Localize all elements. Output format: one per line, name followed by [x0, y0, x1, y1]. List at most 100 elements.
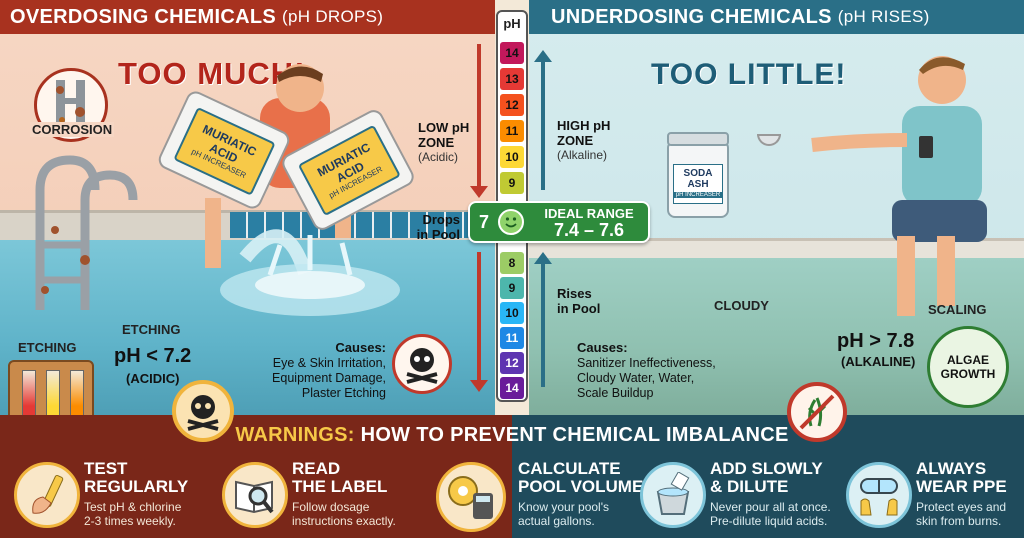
- ph-cell: 14: [500, 42, 524, 64]
- tip-3-desc-2: actual gallons.: [518, 514, 595, 528]
- tip-4-desc-1: Never pour all at once.: [710, 500, 831, 514]
- tip-test-regularly: TEST REGULARLY Test pH & chlorine 2-3 time…: [14, 456, 204, 536]
- soda-ash-sub: pH INCREASER: [674, 192, 722, 198]
- tip-5-desc-2: skin from burns.: [916, 514, 1002, 528]
- ideal-range-label: IDEAL RANGE: [544, 205, 634, 221]
- ph-cell: 11: [500, 327, 524, 349]
- tip-3-title-2: POOL VOLUME: [518, 477, 644, 496]
- high-ph-note: (Alkaline): [557, 148, 608, 162]
- up-arrow-top-head: [534, 50, 552, 62]
- ideal-range-value: 7.4 – 7.6: [553, 219, 625, 240]
- test-kit-icon: [8, 360, 94, 415]
- ideal-ph-value: 7: [478, 211, 489, 232]
- underdosing-header: UNDERDOSING CHEMICALS (pH RISES): [529, 0, 1024, 34]
- bucket-pour-icon: [640, 462, 706, 528]
- left-causes-title: Causes:: [335, 340, 386, 355]
- tip-5-title-2: WEAR PPE: [916, 477, 1007, 496]
- left-ph-value: pH < 7.2: [114, 345, 192, 367]
- tape-calculator-icon: [436, 462, 506, 532]
- ph-cell: 14: [500, 377, 524, 399]
- etching-label-1: ETCHING: [18, 340, 77, 355]
- left-cause-1: Eye & Skin Irritation,: [272, 356, 386, 370]
- low-ph-title-2: ZONE: [418, 135, 455, 150]
- drops-label-1: Drops: [422, 212, 460, 227]
- tip-1-title-2: REGULARLY: [84, 477, 189, 496]
- no-algae-icon: [787, 382, 847, 442]
- warnings-title: WARNINGS: HOW TO PREVENT CHEMICAL IMBALA…: [0, 424, 1024, 447]
- left-cause-2: Equipment Damage,: [272, 371, 386, 385]
- underdosing-title: UNDERDOSING CHEMICALS: [551, 5, 832, 28]
- ph-cell: 8: [500, 252, 524, 274]
- tip-1-title-1: TEST: [84, 459, 128, 478]
- smiley-icon: [498, 209, 524, 235]
- tip-read-label: READ THE LABEL Follow dosage instructions …: [222, 456, 422, 536]
- tip-1-desc-1: Test pH & chlorine: [84, 500, 182, 514]
- overdosing-panel: CORROSION TOO MUCH! MURIATIC ACID pH INC…: [0, 0, 495, 415]
- tip-2-desc-2: instructions exactly.: [292, 514, 396, 528]
- warnings-title-rest: HOW TO PREVENT CHEMICAL IMBALANCE: [360, 424, 789, 446]
- tip-5-desc-1: Protect eyes and: [916, 500, 1007, 514]
- left-causes: Causes: Eye & Skin Irritation, Equipment…: [268, 340, 386, 401]
- scaling-label: SCALING: [928, 302, 987, 317]
- down-arrow-bottom-head: [470, 380, 488, 392]
- tip-4-title-2: & DILUTE: [710, 477, 789, 496]
- soda-ash-label-1: SODA: [683, 168, 713, 179]
- right-ph-note: (ALKALINE): [841, 354, 916, 369]
- right-cause-2: Cloudy Water, Water,: [577, 371, 695, 385]
- down-arrow-top: [477, 44, 481, 190]
- underdosing-subtitle: (pH RISES): [837, 7, 930, 26]
- person-sitting-icon: [811, 56, 987, 316]
- cloudy-label: CLOUDY: [714, 298, 769, 313]
- overdosing-subtitle: (pH DROPS): [282, 7, 384, 26]
- tip-2-title-1: READ: [292, 459, 341, 478]
- up-arrow-bottom-head: [534, 252, 552, 264]
- rises-in-pool: Rises in Pool: [557, 286, 600, 316]
- up-arrow-bottom: [541, 262, 545, 387]
- left-cause-3: Plaster Etching: [301, 386, 386, 400]
- warnings-right-bg: [512, 415, 1024, 538]
- right-cause-3: Scale Buildup: [577, 386, 654, 400]
- warning-skull-icon: [172, 380, 234, 442]
- low-ph-zone: LOW pH ZONE (Acidic): [418, 120, 469, 165]
- ph-cell: 9: [500, 172, 524, 194]
- low-ph-title-1: LOW pH: [418, 120, 470, 135]
- poison-skull-icon: [392, 334, 452, 394]
- down-arrow-top-head: [470, 186, 488, 198]
- tip-5-title-1: ALWAYS: [916, 459, 987, 478]
- overdosing-title: OVERDOSING CHEMICALS: [10, 5, 277, 28]
- algae-label-2: GROWTH: [940, 367, 996, 381]
- too-little-heading: TOO LITTLE!: [651, 58, 847, 91]
- tip-3-desc-1: Know your pool's: [518, 500, 610, 514]
- up-arrow-top: [541, 60, 545, 190]
- soda-ash-jar-icon: SODA ASH pH INCREASER: [667, 132, 729, 218]
- soda-ash-label-2: ASH: [687, 179, 709, 190]
- ph-cell: 12: [500, 352, 524, 374]
- tip-2-desc-1: Follow dosage: [292, 500, 370, 514]
- ph-cell: 13: [500, 68, 524, 90]
- high-ph-title-2: ZONE: [557, 133, 594, 148]
- book-magnifier-icon: [222, 462, 288, 528]
- right-cause-1: Sanitizer Ineffectiveness,: [577, 356, 716, 370]
- splash-icon: [220, 235, 400, 316]
- rises-label-2: in Pool: [557, 301, 601, 316]
- ph-cell: 11: [500, 120, 524, 142]
- right-ph-value: pH > 7.8: [837, 330, 915, 352]
- tip-4-title-1: ADD SLOWLY: [710, 459, 823, 478]
- ph-cell: 9: [500, 277, 524, 299]
- tip-wear-ppe: ALWAYS WEAR PPE Protect eyes and skin from…: [846, 456, 1022, 536]
- ph-scale-header: pH: [503, 16, 521, 31]
- algae-label-1: ALGAE: [947, 353, 989, 367]
- tip-1-desc-2: 2-3 times weekly.: [84, 514, 176, 528]
- goggles-gloves-icon: [846, 462, 912, 528]
- drops-label-2: in Pool: [416, 227, 460, 242]
- tip-3-title-1: CALCULATE: [518, 459, 621, 478]
- high-ph-title-1: HIGH pH: [557, 118, 611, 133]
- down-arrow-bottom: [477, 252, 481, 382]
- ph-cell: 12: [500, 94, 524, 116]
- warnings-title-accent: WARNINGS:: [235, 424, 355, 446]
- high-ph-zone: HIGH pH ZONE (Alkaline): [557, 118, 610, 163]
- rises-label-1: Rises: [557, 286, 592, 301]
- tip-calculate-volume: CALCULATE POOL VOLUME Know your pool's act…: [518, 456, 643, 536]
- too-much-heading: TOO MUCH!: [118, 56, 306, 91]
- pool-ladder-icon: [35, 155, 138, 310]
